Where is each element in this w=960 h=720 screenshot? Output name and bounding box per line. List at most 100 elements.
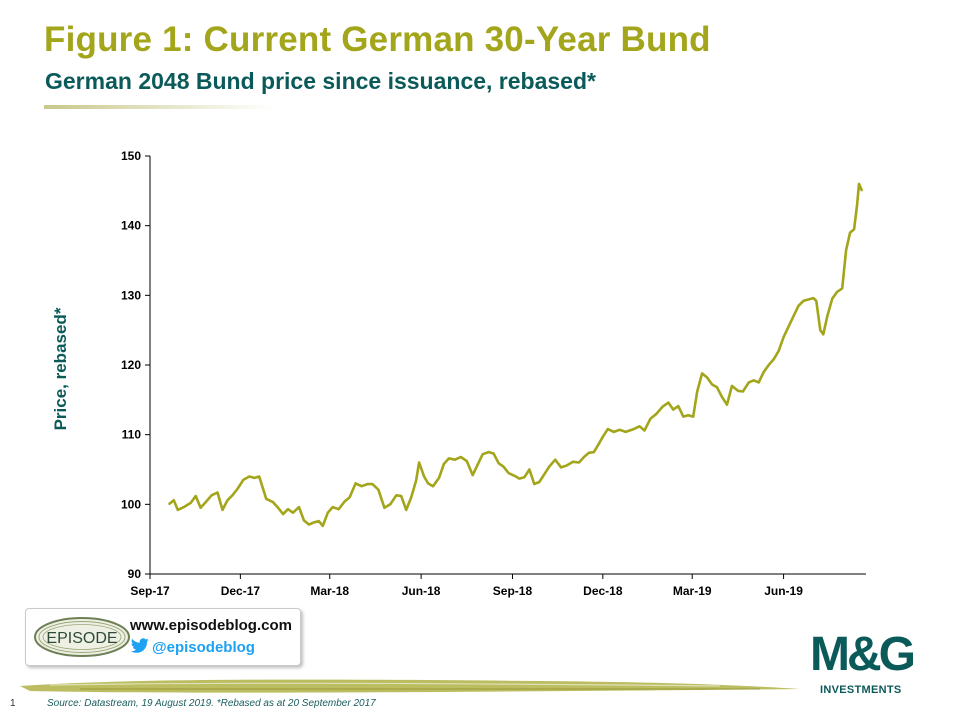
- data-point: [593, 451, 595, 453]
- data-point: [602, 436, 604, 438]
- y-axis: 90 100 110 120 130 140 150: [121, 149, 151, 581]
- data-point: [231, 494, 233, 496]
- data-point: [332, 506, 334, 508]
- data-point: [173, 499, 175, 501]
- data-point: [277, 507, 279, 509]
- data-point: [226, 499, 229, 501]
- data-point: [661, 406, 664, 408]
- data-point: [778, 350, 780, 352]
- data-point: [472, 474, 474, 476]
- data-point: [443, 463, 445, 465]
- data-point: [706, 376, 708, 379]
- episode-blog-promo[interactable]: EPISODE www.episodeblog.com @episodeblog: [25, 608, 301, 666]
- data-point: [748, 381, 750, 383]
- data-point: [221, 509, 224, 511]
- data-point: [253, 477, 255, 479]
- data-point: [566, 464, 568, 466]
- data-point: [692, 416, 694, 418]
- data-point: [327, 512, 329, 514]
- data-point: [282, 513, 284, 515]
- y-tick-label: 100: [121, 497, 141, 511]
- x-tick-label: Sep-18: [493, 584, 533, 598]
- y-tick-label: 120: [121, 358, 141, 372]
- y-tick-label: 110: [122, 428, 142, 442]
- data-point: [383, 507, 385, 509]
- data-point: [758, 381, 760, 383]
- data-point: [836, 291, 838, 293]
- data-point: [753, 379, 755, 381]
- mg-logo-tagline: INVESTMENTS: [820, 684, 902, 696]
- x-tick-label: Jun-19: [764, 584, 803, 598]
- data-point: [236, 488, 238, 490]
- data-point: [248, 475, 250, 478]
- data-point: [360, 485, 363, 487]
- data-point: [493, 452, 495, 455]
- data-point: [849, 232, 851, 234]
- data-point: [454, 459, 456, 461]
- data-point: [265, 498, 267, 500]
- data-point: [831, 298, 833, 300]
- data-point: [598, 443, 600, 445]
- data-point: [588, 452, 590, 454]
- data-point: [633, 428, 635, 430]
- data-point: [773, 358, 775, 360]
- data-point: [313, 521, 315, 524]
- chart-title: Figure 1: Current German 30-Year Bund: [44, 20, 711, 59]
- data-point: [845, 249, 847, 251]
- data-point: [482, 453, 484, 455]
- data-point: [258, 475, 260, 478]
- data-point: [649, 418, 652, 420]
- data-point: [812, 297, 815, 299]
- data-point: [423, 475, 425, 478]
- data-point: [338, 508, 340, 510]
- data-point: [613, 431, 615, 433]
- data-point: [513, 475, 516, 477]
- data-point: [216, 491, 219, 494]
- twitter-handle-link[interactable]: @episodeblog: [130, 638, 255, 656]
- data-point: [507, 472, 510, 474]
- data-point: [853, 228, 855, 230]
- episode-logo: EPISODE: [34, 617, 130, 657]
- x-tick-label: Mar-19: [673, 584, 712, 598]
- x-tick-label: Sep-17: [130, 584, 170, 598]
- source-note: Source: Datastream, 19 August 2019. *Reb…: [47, 698, 376, 709]
- data-point: [815, 300, 817, 302]
- twitter-icon: [130, 638, 149, 653]
- twitter-handle-text: @episodeblog: [152, 639, 255, 656]
- data-point: [783, 336, 785, 338]
- data-point: [528, 468, 531, 471]
- data-point: [366, 483, 369, 485]
- data-point: [427, 482, 429, 484]
- data-point: [861, 190, 863, 192]
- data-point: [410, 496, 412, 498]
- data-point: [498, 462, 500, 464]
- data-point: [405, 509, 407, 511]
- data-point: [802, 300, 805, 302]
- data-point: [639, 425, 641, 427]
- data-point: [826, 315, 828, 317]
- data-point: [548, 466, 550, 468]
- brush-stroke-divider: [20, 679, 800, 693]
- data-point: [308, 523, 310, 526]
- data-point: [655, 413, 658, 415]
- data-point: [371, 483, 373, 485]
- data-point: [488, 451, 490, 453]
- data-point: [543, 473, 545, 475]
- data-point: [807, 298, 810, 301]
- data-point: [560, 466, 562, 468]
- blog-url-link[interactable]: www.episodeblog.com: [130, 617, 292, 634]
- episode-logo-text: EPISODE: [46, 630, 117, 647]
- data-point: [190, 502, 192, 504]
- data-point: [711, 383, 713, 386]
- data-point: [742, 390, 744, 393]
- data-point: [460, 456, 462, 458]
- y-tick-label: 90: [128, 567, 142, 581]
- data-point: [822, 333, 824, 335]
- x-tick-label: Dec-18: [583, 584, 623, 598]
- x-axis: Sep-17 Dec-17 Mar-18 Jun-18 Sep-18 Dec-18 Mar-…: [130, 573, 866, 598]
- data-point: [625, 431, 627, 433]
- data-point: [292, 512, 294, 514]
- data-point: [841, 287, 843, 289]
- y-tick-label: 150: [121, 149, 141, 163]
- data-point: [667, 402, 670, 404]
